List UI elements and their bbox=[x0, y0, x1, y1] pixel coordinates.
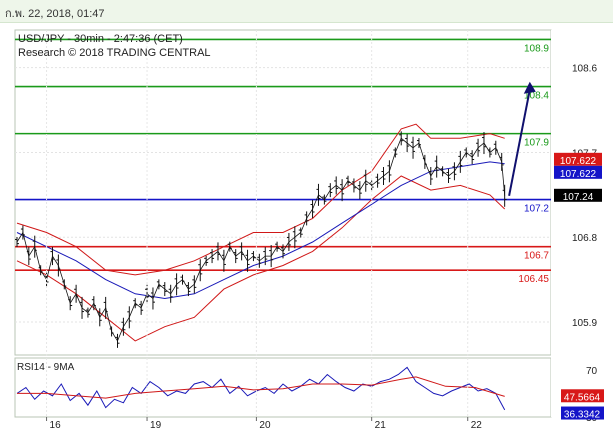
x-tick-label: 21 bbox=[375, 420, 387, 431]
chart-title: USD/JPY - 30min - 2:47:36 (CET) bbox=[18, 33, 183, 45]
lower-band bbox=[16, 175, 506, 342]
forecast-arrow bbox=[508, 89, 531, 196]
y-tick-label: 105.9 bbox=[572, 318, 597, 329]
bands bbox=[16, 123, 506, 342]
price-line bbox=[16, 137, 506, 342]
x-tick-label: 20 bbox=[259, 420, 271, 431]
main-panel-frame bbox=[14, 29, 552, 356]
y-tick-label: 106.8 bbox=[572, 233, 597, 244]
rsi-value-tag bbox=[561, 406, 604, 420]
x-tick-label: 22 bbox=[471, 420, 483, 431]
price-tag bbox=[554, 165, 602, 179]
price-tag bbox=[554, 152, 602, 166]
moving-average bbox=[16, 161, 505, 300]
rsi-panel-frame bbox=[14, 357, 552, 418]
date-bar: ก.พ. 22, 2018, 01:47 bbox=[0, 0, 613, 23]
rsi-ma-line bbox=[17, 376, 505, 399]
date-text: ก.พ. 22, 2018, 01:47 bbox=[5, 8, 105, 20]
level-label: 106.45 bbox=[518, 274, 549, 285]
rsi-value-label: 47.5664 bbox=[564, 392, 601, 403]
rsi-value-label: 36.3342 bbox=[564, 410, 601, 421]
price-tag-label: 107.622 bbox=[560, 156, 597, 167]
rsi-value-tag bbox=[561, 389, 604, 403]
x-tick-label: 16 bbox=[50, 420, 62, 431]
level-label: 107.9 bbox=[524, 138, 549, 149]
rsi-tick-label: 70 bbox=[586, 366, 598, 377]
chart-subtitle: Research © 2018 TRADING CENTRAL bbox=[18, 47, 211, 59]
price-series bbox=[15, 81, 536, 348]
price-tags: 107.622 107.622 107.24 bbox=[554, 152, 602, 203]
x-tick-label: 19 bbox=[150, 420, 162, 431]
forecast-arrowhead bbox=[523, 81, 536, 94]
price-tag-label: 107.24 bbox=[563, 192, 594, 203]
right-axis bbox=[551, 30, 613, 417]
upper-band bbox=[16, 123, 505, 276]
y-tick-label: 108.6 bbox=[572, 64, 597, 75]
levels: 108.9 108.4 107.9 107.2 106.7 106.45 bbox=[15, 38, 551, 285]
rsi-label: RSI14 - 9MA bbox=[17, 362, 75, 373]
level-label: 106.7 bbox=[524, 251, 549, 262]
price-tag bbox=[554, 188, 602, 202]
level-label: 108.4 bbox=[524, 91, 549, 102]
level-label: 107.2 bbox=[524, 204, 549, 215]
x-axis: 16 19 20 21 22 bbox=[46, 30, 483, 431]
level-label: 108.9 bbox=[524, 43, 549, 54]
price-tag-label: 107.622 bbox=[560, 169, 597, 180]
